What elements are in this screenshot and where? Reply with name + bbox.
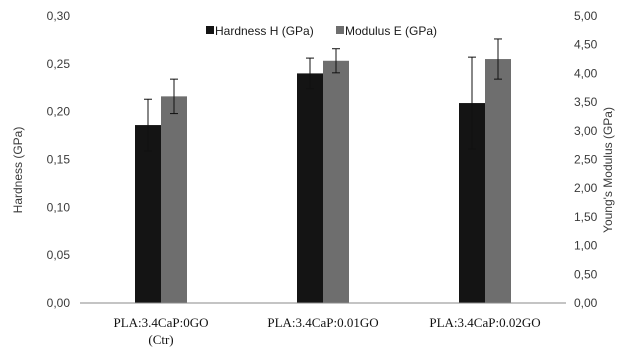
y2-tick-label: 1,00 bbox=[574, 239, 598, 253]
category-labels: PLA:3.4CaP:0GO (Ctr) PLA:3.4CaP:0.01GO PLA:… bbox=[114, 315, 541, 347]
y-tick-label: 0,20 bbox=[47, 105, 71, 119]
y2-tick-label: 2,00 bbox=[574, 181, 598, 195]
y-tick-label: 0,15 bbox=[47, 153, 71, 167]
error-bars bbox=[144, 38, 502, 152]
x-tick-label: PLA:3.4CaP:0.02GO bbox=[429, 315, 540, 330]
y2-tick-label: 4,50 bbox=[574, 38, 598, 52]
x-tick-label: PLA:3.4CaP:0GO bbox=[114, 315, 209, 330]
left-axis-ticks: 0,00 0,05 0,10 0,15 0,20 0,25 0,30 bbox=[47, 9, 71, 310]
bar-modulus bbox=[161, 96, 187, 303]
legend-label-modulus: Modulus E (GPa) bbox=[345, 24, 437, 38]
y2-tick-label: 0,00 bbox=[574, 296, 598, 310]
y-tick-label: 0,30 bbox=[47, 9, 71, 23]
y2-tick-label: 2,50 bbox=[574, 153, 598, 167]
legend-label-hardness: Hardness H (GPa) bbox=[215, 24, 314, 38]
y-axis-title: Hardness (GPa) bbox=[11, 127, 25, 214]
y2-tick-label: 5,00 bbox=[574, 9, 598, 23]
bar-hardness bbox=[135, 125, 161, 303]
legend: Hardness H (GPa) Modulus E (GPa) bbox=[206, 24, 437, 38]
y2-tick-label: 3,50 bbox=[574, 95, 598, 109]
y2-tick-label: 0,50 bbox=[574, 267, 598, 281]
legend-swatch-modulus bbox=[336, 26, 344, 34]
y-tick-label: 0,00 bbox=[47, 296, 71, 310]
y-tick-label: 0,25 bbox=[47, 57, 71, 71]
legend-swatch-hardness bbox=[206, 26, 214, 34]
bar-modulus bbox=[323, 60, 349, 303]
y2-tick-label: 1,50 bbox=[574, 210, 598, 224]
y-tick-label: 0,05 bbox=[47, 248, 71, 262]
y2-tick-label: 3,00 bbox=[574, 124, 598, 138]
y2-axis-title: Young's Modulus (GPa) bbox=[601, 107, 615, 233]
bar-modulus bbox=[485, 59, 511, 303]
x-tick-label: (Ctr) bbox=[148, 332, 173, 347]
bar-hardness bbox=[297, 73, 323, 304]
y2-tick-label: 4,00 bbox=[574, 66, 598, 80]
bars bbox=[135, 59, 511, 304]
y-tick-label: 0,10 bbox=[47, 200, 71, 214]
right-axis-ticks: 0,00 0,50 1,00 1,50 2,00 2,50 3,00 3,50 4,00 4,50… bbox=[574, 9, 598, 310]
x-tick-label: PLA:3.4CaP:0.01GO bbox=[267, 315, 378, 330]
